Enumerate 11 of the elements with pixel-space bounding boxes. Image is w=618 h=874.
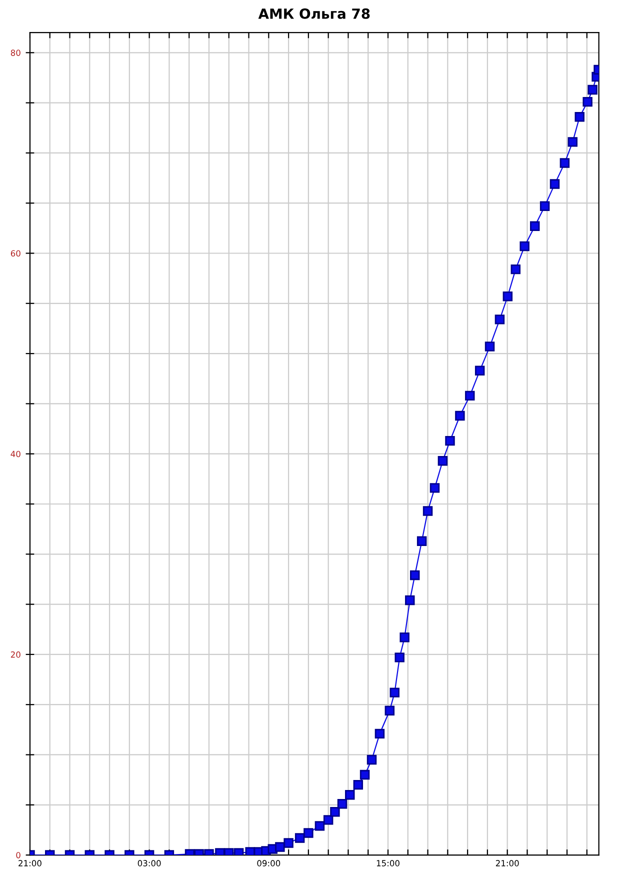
y-tick-label: 40	[10, 450, 20, 458]
chart-title: АМК Ольга 78	[258, 8, 370, 19]
y-tick-label: 20	[10, 651, 20, 658]
x-tick-label: 09:00	[257, 860, 280, 866]
x-tick-label: 15:00	[376, 860, 400, 866]
y-tick-label: 60	[10, 250, 20, 257]
y-tick-label: 0	[16, 852, 20, 858]
x-tick-label: 21:00	[18, 860, 42, 866]
x-tick-label: 03:00	[138, 860, 161, 866]
y-tick-label: 80	[10, 50, 20, 56]
x-tick-label: 21:00	[496, 860, 519, 866]
